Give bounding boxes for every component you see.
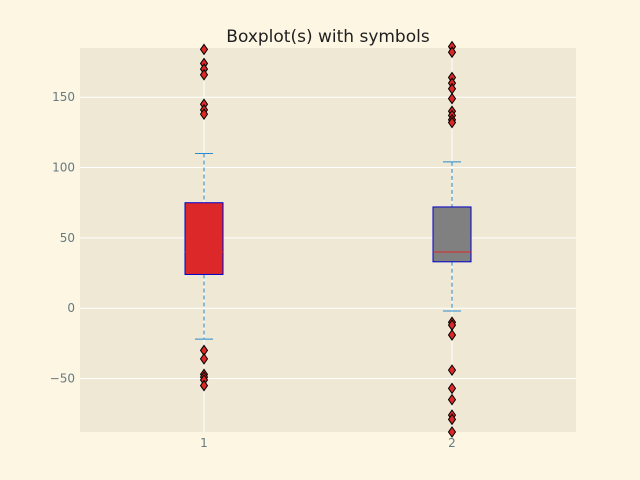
y-tick-label: −50 [50, 372, 75, 386]
flier-point [447, 46, 457, 59]
flier-point [447, 329, 457, 341]
flier-point [447, 393, 457, 406]
chart-title: Boxplot(s) with symbols [226, 27, 430, 47]
flier-point [447, 426, 457, 438]
flier-point [199, 108, 209, 120]
flier-point [447, 116, 457, 129]
y-axis-ticks: −50 0 50 100 150 [50, 90, 75, 385]
plot-area [80, 48, 576, 432]
flier-point [199, 43, 209, 56]
box [432, 206, 472, 263]
y-tick-label: 150 [52, 90, 75, 104]
flier-point [199, 68, 209, 81]
flier-point [447, 413, 457, 426]
box [184, 202, 224, 275]
x-tick-label: 1 [200, 436, 208, 450]
x-tick-label: 2 [448, 436, 456, 450]
boxes-layer [184, 40, 472, 438]
flier-point [199, 379, 209, 392]
box-group-1 [184, 43, 224, 392]
flier-point [447, 364, 457, 376]
y-tick-label: 100 [52, 161, 75, 175]
flier-point [199, 352, 209, 365]
flier-point [447, 92, 457, 105]
box-group-2 [432, 40, 472, 438]
y-tick-label: 50 [60, 231, 75, 245]
flier-point [447, 382, 457, 395]
y-tick-label: 0 [67, 301, 75, 315]
